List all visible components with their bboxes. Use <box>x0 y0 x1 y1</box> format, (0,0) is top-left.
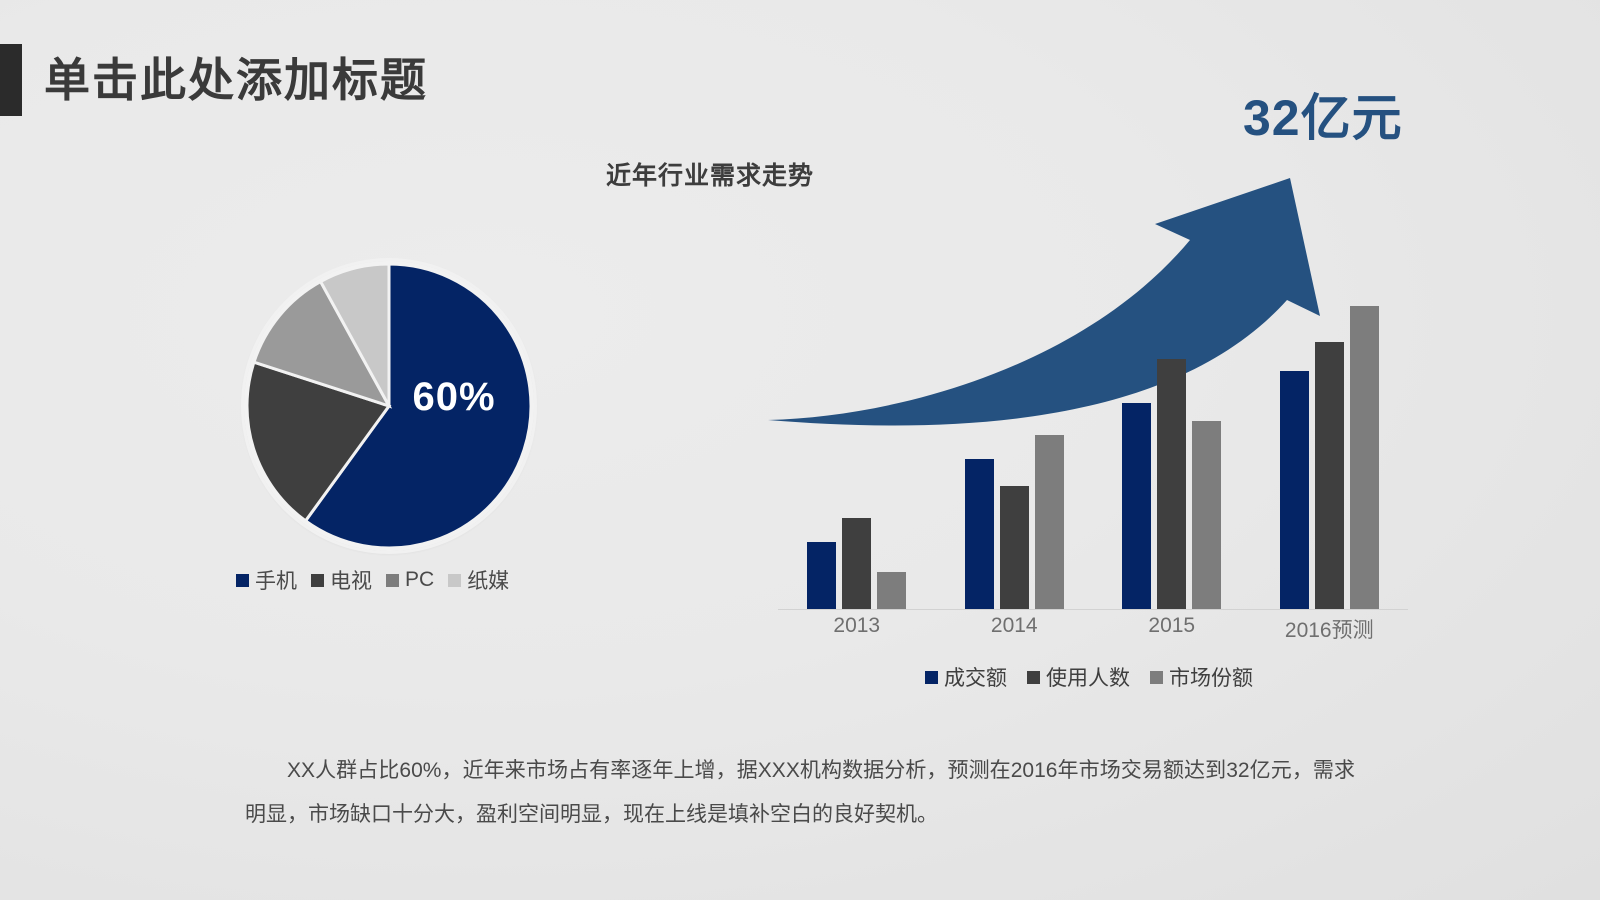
bar[interactable] <box>999 485 1029 609</box>
bar[interactable] <box>877 572 907 609</box>
bar-groups <box>778 281 1408 609</box>
legend-swatch-icon <box>311 573 324 587</box>
legend-item-label: PC <box>405 568 435 591</box>
legend-item[interactable]: 成交额 <box>925 662 1007 692</box>
bar-x-axis-label: 2016预测 <box>1284 619 1374 642</box>
bar-group <box>1093 281 1251 609</box>
chart-section-heading: 近年行业需求走势 <box>606 162 815 190</box>
bar-group <box>1251 281 1409 609</box>
pie-slice[interactable] <box>245 360 392 523</box>
pie-legend: 手机 电视 PC 纸媒 <box>236 565 509 595</box>
pie-chart: 60% <box>244 261 534 551</box>
legend-swatch-icon <box>448 573 462 587</box>
bar[interactable] <box>1349 305 1379 609</box>
legend-item-label: 手机 <box>255 570 297 593</box>
legend-item[interactable]: 市场份额 <box>1150 662 1253 692</box>
bar-group <box>936 281 1094 609</box>
bar-x-axis-label: 2015 <box>1148 614 1196 637</box>
bar-chart-legend: 成交额 使用人数 市场份额 <box>925 662 1273 692</box>
pie-graphic <box>244 261 534 551</box>
body-paragraph: XX人群占比60%，近年来市场占有率逐年上增，据XXX机构数据分析，预测在201… <box>245 759 1355 826</box>
pie-svg <box>244 261 534 551</box>
legend-swatch-icon <box>236 573 249 587</box>
legend-item-label: 纸媒 <box>467 570 510 593</box>
bar-x-axis-label: 2013 <box>833 614 881 637</box>
legend-item[interactable]: 手机 <box>236 565 297 595</box>
bar[interactable] <box>807 542 837 609</box>
legend-swatch-icon <box>925 670 938 684</box>
legend-item[interactable]: 使用人数 <box>1027 662 1130 692</box>
bar[interactable] <box>1034 435 1064 609</box>
bar-chart-axis-line <box>778 609 1408 610</box>
bar-chart <box>778 280 1408 610</box>
legend-swatch-icon <box>1027 670 1040 684</box>
bar[interactable] <box>1192 421 1222 609</box>
pie-slice[interactable] <box>252 279 393 409</box>
title-accent-bar <box>0 44 22 116</box>
pie-slice[interactable] <box>303 262 533 550</box>
legend-item-label: 成交额 <box>944 667 1007 690</box>
legend-item[interactable]: 纸媒 <box>448 565 509 595</box>
legend-item-label: 市场份额 <box>1169 667 1253 690</box>
legend-item-label: 使用人数 <box>1046 667 1130 690</box>
legend-swatch-icon <box>1150 670 1163 684</box>
legend-swatch-icon <box>386 573 399 587</box>
bar[interactable] <box>1122 403 1152 609</box>
bar-x-axis-label: 2014 <box>990 614 1038 637</box>
bar[interactable] <box>964 458 994 609</box>
bar[interactable] <box>842 517 872 609</box>
page-title: 单击此处添加标题 <box>44 54 428 106</box>
bar[interactable] <box>1157 358 1187 609</box>
bar-chart-x-axis-labels: 2013 2014 2015 2016预测 <box>778 614 1408 644</box>
bar-group <box>778 281 936 609</box>
pie-slice[interactable] <box>318 262 391 407</box>
bar[interactable] <box>1279 371 1309 609</box>
legend-item-label: 电视 <box>330 570 372 593</box>
arrow-value-label: 32亿元 <box>1243 90 1403 146</box>
legend-item[interactable]: PC <box>386 568 434 592</box>
legend-item[interactable]: 电视 <box>311 565 372 595</box>
bar[interactable] <box>1314 341 1344 609</box>
